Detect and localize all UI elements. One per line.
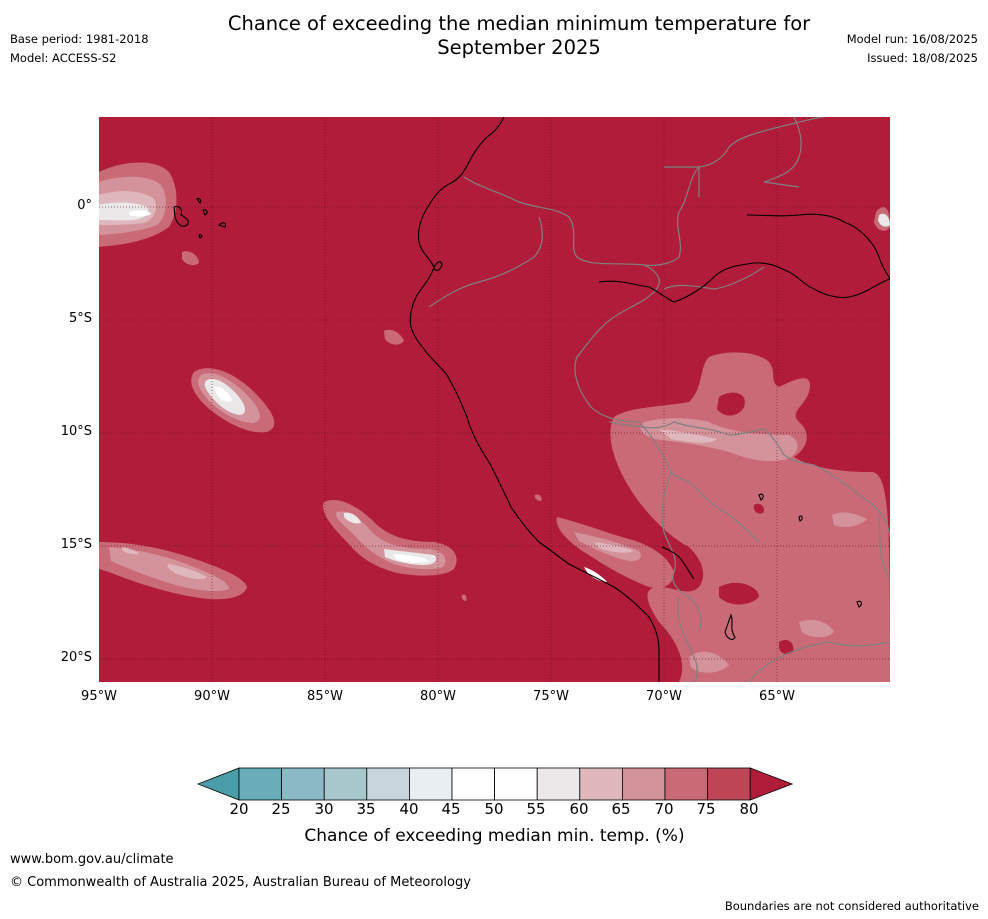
lat-label-15s: 15°S xyxy=(60,537,92,552)
lon-label-65w: 65°W xyxy=(759,689,795,704)
legend-tick-70: 70 xyxy=(654,800,674,818)
legend-swatch xyxy=(451,767,495,801)
legend-swatch xyxy=(323,767,368,801)
legend-tick-20: 20 xyxy=(229,800,249,818)
lon-label-90w: 90°W xyxy=(194,689,230,704)
meta-right: Model run: 16/08/2025 Issued: 18/08/2025 xyxy=(847,30,978,68)
map-graticule xyxy=(99,117,890,682)
model-text: Model: ACCESS-S2 xyxy=(10,51,117,65)
footer-boundaries-note: Boundaries are not considered authoritat… xyxy=(724,899,979,913)
lat-label-0: 0° xyxy=(77,198,92,213)
lat-label-20s: 20°S xyxy=(60,650,92,665)
legend-tick-55: 55 xyxy=(526,800,546,818)
issued-text: Issued: 18/08/2025 xyxy=(867,51,978,65)
legend-tick-80: 80 xyxy=(739,800,759,818)
legend-arrow-high xyxy=(749,767,794,801)
legend-swatch xyxy=(621,767,666,801)
legend-tick-40: 40 xyxy=(399,800,419,818)
title-line-2: September 2025 xyxy=(437,36,601,59)
legend-tick-45: 45 xyxy=(441,800,461,818)
legend-tick-25: 25 xyxy=(271,800,291,818)
legend-swatch xyxy=(664,767,708,801)
lat-label-10s: 10°S xyxy=(60,424,92,439)
footer-url-link[interactable]: www.bom.gov.au/climate xyxy=(10,852,174,867)
legend-swatch xyxy=(579,767,623,801)
lon-label-85w: 85°W xyxy=(307,689,343,704)
title-line-1: Chance of exceeding the median minimum t… xyxy=(227,12,811,35)
lon-label-95w: 95°W xyxy=(81,689,117,704)
legend-tick-50: 50 xyxy=(484,800,504,818)
legend-tick-35: 35 xyxy=(356,800,376,818)
legend-tick-75: 75 xyxy=(696,800,716,818)
legend-swatch xyxy=(494,767,538,801)
legend-tick-60: 60 xyxy=(569,800,589,818)
legend-tick-65: 65 xyxy=(611,800,631,818)
lon-label-75w: 75°W xyxy=(533,689,569,704)
legend-swatch xyxy=(366,767,410,801)
lon-label-80w: 80°W xyxy=(420,689,456,704)
map-panel xyxy=(99,117,890,682)
legend-colorbar xyxy=(196,767,794,805)
footer-copyright: © Commonwealth of Australia 2025, Austra… xyxy=(10,875,471,890)
model-run-text: Model run: 16/08/2025 xyxy=(846,32,978,46)
lat-label-5s: 5°S xyxy=(68,311,92,326)
meta-left: Base period: 1981-2018 Model: ACCESS-S2 xyxy=(10,30,149,68)
legend-tick-30: 30 xyxy=(314,800,334,818)
legend-swatch xyxy=(536,767,581,801)
base-period-text: Base period: 1981-2018 xyxy=(10,32,149,46)
legend-swatch xyxy=(707,767,751,801)
legend-swatch xyxy=(281,767,325,801)
legend-title: Chance of exceeding median min. temp. (%… xyxy=(304,826,685,846)
legend-swatch xyxy=(238,767,282,801)
country-borders xyxy=(428,117,890,682)
chart-title: Chance of exceeding the median minimum t… xyxy=(144,12,894,60)
coastlines xyxy=(173,117,890,682)
legend-swatch xyxy=(408,767,453,801)
legend-arrow-low xyxy=(196,767,240,801)
lon-label-70w: 70°W xyxy=(646,689,682,704)
